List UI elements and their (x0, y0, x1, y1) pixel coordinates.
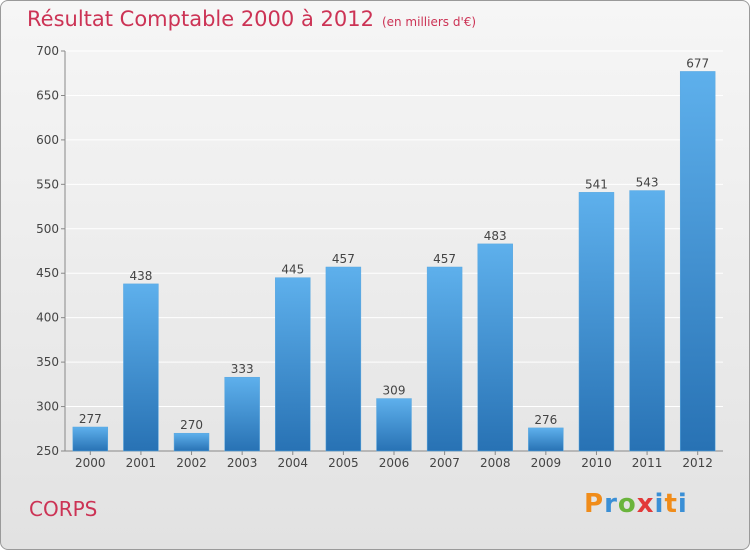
data-label-2009: 276 (534, 413, 557, 427)
logo-letter: P (584, 489, 605, 519)
data-label-2002: 270 (180, 418, 203, 432)
bar-2010 (578, 192, 615, 452)
x-tick-label-2011: 2011 (632, 456, 663, 470)
chart-title: Résultat Comptable 2000 à 2012 (en millie… (27, 7, 476, 31)
y-tick-labels: 250 300 350 400 450 500 550 600 650 700 (36, 44, 59, 458)
data-label-2001: 438 (129, 269, 152, 283)
y-tick-label: 650 (36, 88, 59, 102)
logo-letter: i (654, 489, 665, 519)
bar-2008 (477, 243, 513, 452)
logo-letter: i (677, 489, 688, 519)
x-tick-label-2004: 2004 (277, 456, 308, 470)
commune-name: CORPS (29, 497, 98, 521)
bar-2001 (123, 283, 159, 452)
data-label-2000: 277 (79, 412, 102, 426)
title-main: Résultat Comptable 2000 à 2012 (27, 7, 374, 31)
x-tick-label-2005: 2005 (328, 456, 359, 470)
bars (72, 71, 716, 452)
logo-letter: x (636, 489, 655, 519)
data-label-2005: 457 (332, 252, 355, 266)
bar-2005 (325, 266, 362, 452)
proxiti-logo: Proxiti (584, 489, 688, 519)
bar-2012 (679, 71, 716, 452)
x-tick-label-2010: 2010 (581, 456, 612, 470)
y-tick-label: 700 (36, 44, 59, 58)
y-tick-label: 400 (36, 311, 59, 325)
logo-letter: r (604, 489, 618, 519)
y-tick-label: 300 (36, 400, 59, 414)
bar-2000 (72, 426, 109, 452)
x-tick-label-2003: 2003 (227, 456, 258, 470)
bar-2009 (528, 427, 564, 452)
x-tick-label-2007: 2007 (429, 456, 460, 470)
data-label-2008: 483 (484, 229, 507, 243)
bar-2003 (224, 376, 260, 452)
data-label-2011: 543 (636, 176, 659, 190)
bar-2004 (275, 277, 311, 452)
bar-2002 (173, 432, 210, 452)
bar-2006 (376, 398, 412, 452)
data-label-2007: 457 (433, 252, 456, 266)
y-tick-label: 600 (36, 133, 59, 147)
x-tick-labels: 2000 2001 2002 2003 2004 2005 2006 2007 2008 2009… (75, 456, 713, 470)
x-tick-label-2002: 2002 (176, 456, 207, 470)
logo-letter: t (664, 489, 678, 519)
logo-letter: o (617, 489, 637, 519)
data-label-2010: 541 (585, 177, 608, 191)
y-tick-label: 250 (36, 444, 59, 458)
grid-lines (65, 50, 723, 408)
y-tick-label: 450 (36, 266, 59, 280)
x-tick-label-2008: 2008 (480, 456, 511, 470)
y-tick-label: 500 (36, 222, 59, 236)
x-tick-label-2012: 2012 (682, 456, 713, 470)
x-tick-label-2001: 2001 (126, 456, 157, 470)
bar-2007 (426, 266, 463, 452)
data-label-2012: 677 (686, 56, 709, 70)
data-label-2006: 309 (383, 384, 406, 398)
data-label-2003: 333 (231, 362, 254, 376)
x-tick-label-2009: 2009 (531, 456, 562, 470)
x-tick-label-2006: 2006 (379, 456, 410, 470)
data-label-2004: 445 (281, 263, 304, 277)
bar-2011 (629, 190, 665, 452)
x-tick-label-2000: 2000 (75, 456, 106, 470)
y-tick-label: 350 (36, 355, 59, 369)
title-unit: (en milliers d'€) (381, 15, 477, 29)
data-labels: 277 438 270 333 445 457 309 457 483 276 541 543 677 (79, 56, 709, 432)
y-tick-label: 550 (36, 177, 59, 191)
